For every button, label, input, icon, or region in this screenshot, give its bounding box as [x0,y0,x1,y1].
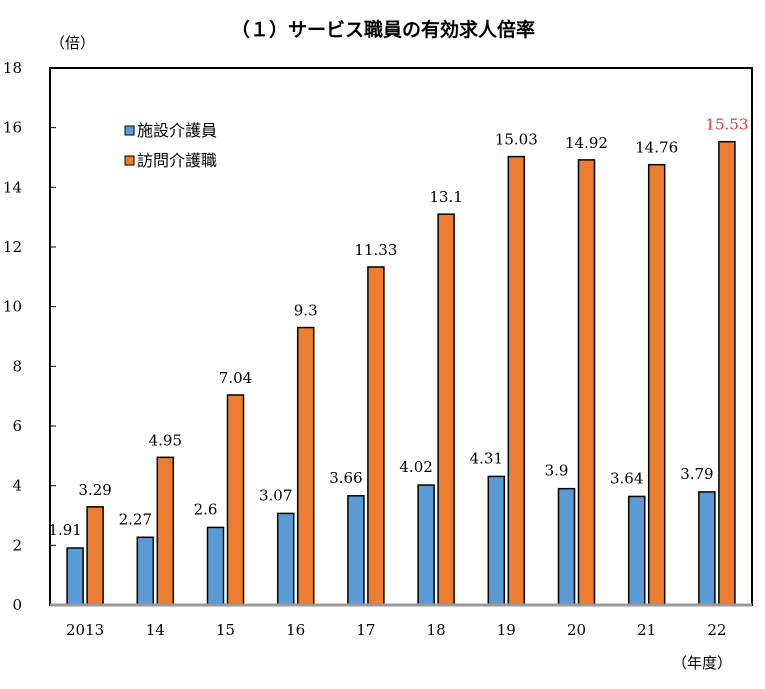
chart-title: （１）サービス職員の有効求人倍率 [231,18,535,41]
y-tick-label: 14 [3,178,22,196]
y-tick-label: 6 [12,417,22,435]
x-tick-label: 15 [216,621,235,639]
legend-label: 施設介護員 [137,121,217,140]
x-tick-label: 22 [707,621,726,639]
bar-home-care-worker [577,159,596,606]
legend-swatch [124,155,135,166]
data-label: 3.64 [610,469,643,487]
bar-facility-care-worker [206,526,225,606]
data-label: 3.9 [545,462,569,480]
bar-facility-care-worker [347,495,365,606]
bar-home-care-worker [647,163,666,606]
y-tick-label: 4 [12,477,22,495]
legend-swatch [124,125,135,136]
bar-home-care-worker [296,326,315,606]
x-tick-label: 14 [146,621,165,639]
data-label: 4.02 [399,458,432,476]
data-label: 7.04 [219,369,252,387]
x-tick-label: 18 [427,621,446,639]
bar-home-care-worker [718,140,736,606]
bar-facility-care-worker [487,475,506,606]
data-label: 2.27 [119,510,152,528]
data-label: 11.33 [354,241,397,259]
data-label: 3.79 [680,465,713,483]
bar-facility-care-worker [698,491,716,606]
bar-facility-care-worker [557,487,576,606]
bar-facility-care-worker [417,484,435,606]
y-tick-label: 12 [3,238,22,256]
x-axis-label: （年度） [672,654,732,672]
y-tick-label: 2 [12,536,22,554]
data-label: 3.29 [78,481,111,499]
x-tick-label: 20 [567,621,586,639]
y-tick-label: 16 [3,119,22,137]
legend-label: 訪問介護職 [137,151,217,170]
y-tick-label: 10 [3,298,22,316]
data-label: 15.53 [705,116,748,134]
y-tick-label: 18 [3,59,22,77]
bar-home-care-worker [507,155,526,606]
x-tick-label: 19 [497,621,516,639]
bar-home-care-worker [226,394,245,606]
bar-facility-care-worker [627,495,646,606]
bar-home-care-worker [437,213,455,606]
data-label: 15.03 [495,131,538,149]
bar-facility-care-worker [66,547,84,606]
y-axis-label: （倍） [50,34,95,52]
bar-home-care-worker [367,266,385,606]
x-tick-label: 2013 [66,621,104,639]
y-tick-label: 8 [12,357,22,375]
x-tick-label: 21 [637,621,656,639]
bar-home-care-worker [86,506,104,606]
y-tick-label: 0 [12,596,22,614]
bar-home-care-worker [156,456,175,606]
bar-facility-care-worker [136,536,155,606]
data-label: 4.31 [470,449,503,467]
data-label: 1.91 [48,521,81,539]
data-label: 13.1 [429,188,462,206]
data-label: 3.66 [329,469,362,487]
x-tick-label: 16 [286,621,305,639]
bar-facility-care-worker [276,512,295,606]
data-label: 3.07 [259,486,292,504]
data-label: 14.76 [635,139,678,157]
data-label: 2.6 [194,500,218,518]
data-label: 4.95 [149,431,182,449]
data-label: 14.92 [565,134,608,152]
x-tick-label: 17 [356,621,375,639]
data-label: 9.3 [294,302,318,320]
